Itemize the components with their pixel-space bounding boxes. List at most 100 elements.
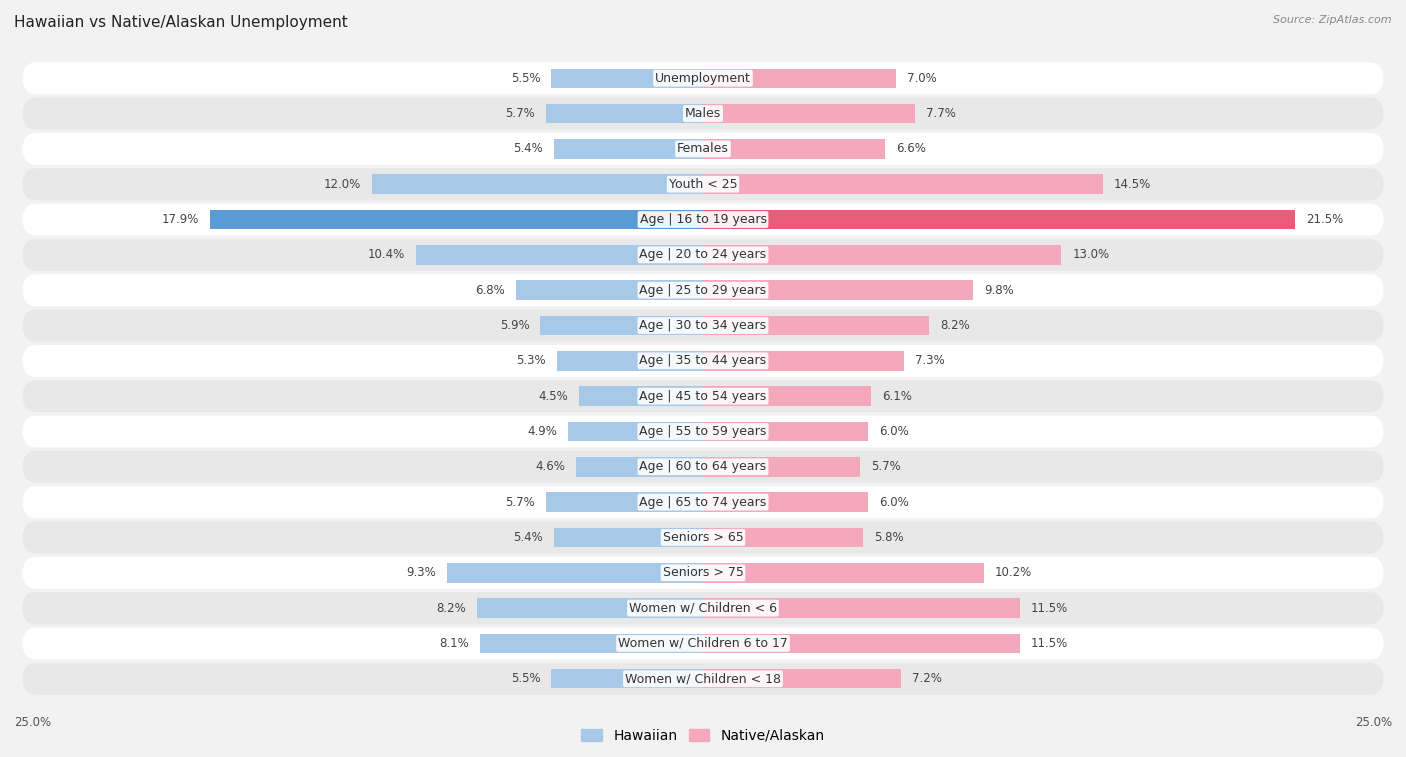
FancyBboxPatch shape: [22, 486, 1384, 518]
Text: 5.7%: 5.7%: [505, 496, 534, 509]
Bar: [703, 422, 869, 441]
Bar: [703, 669, 901, 689]
FancyBboxPatch shape: [22, 522, 1384, 553]
Text: Males: Males: [685, 107, 721, 120]
Text: 5.5%: 5.5%: [510, 72, 540, 85]
Text: Hawaiian vs Native/Alaskan Unemployment: Hawaiian vs Native/Alaskan Unemployment: [14, 15, 347, 30]
Text: 5.4%: 5.4%: [513, 531, 543, 544]
Text: 8.1%: 8.1%: [439, 637, 468, 650]
Text: 7.0%: 7.0%: [907, 72, 936, 85]
Text: 5.7%: 5.7%: [872, 460, 901, 473]
FancyBboxPatch shape: [22, 133, 1384, 165]
Text: 4.9%: 4.9%: [527, 425, 557, 438]
Text: Age | 20 to 24 years: Age | 20 to 24 years: [640, 248, 766, 261]
Bar: [703, 493, 869, 512]
Text: 7.3%: 7.3%: [915, 354, 945, 367]
Bar: [703, 563, 984, 583]
FancyBboxPatch shape: [22, 380, 1384, 412]
Text: Women w/ Children < 18: Women w/ Children < 18: [626, 672, 780, 685]
Text: Seniors > 65: Seniors > 65: [662, 531, 744, 544]
Bar: [579, 387, 703, 406]
Text: 9.8%: 9.8%: [984, 284, 1014, 297]
Bar: [703, 634, 1019, 653]
Text: Women w/ Children < 6: Women w/ Children < 6: [628, 602, 778, 615]
Bar: [557, 351, 703, 371]
FancyBboxPatch shape: [22, 557, 1384, 589]
Bar: [703, 281, 973, 300]
Text: 12.0%: 12.0%: [323, 178, 361, 191]
Bar: [703, 598, 1019, 618]
Text: Age | 55 to 59 years: Age | 55 to 59 years: [640, 425, 766, 438]
FancyBboxPatch shape: [22, 592, 1384, 624]
FancyBboxPatch shape: [22, 628, 1384, 659]
Bar: [703, 528, 863, 547]
Text: 6.1%: 6.1%: [882, 390, 912, 403]
Text: 5.7%: 5.7%: [505, 107, 534, 120]
Text: 11.5%: 11.5%: [1031, 602, 1069, 615]
Text: Unemployment: Unemployment: [655, 72, 751, 85]
Text: 7.2%: 7.2%: [912, 672, 942, 685]
FancyBboxPatch shape: [22, 62, 1384, 94]
Bar: [554, 528, 703, 547]
Text: Age | 25 to 29 years: Age | 25 to 29 years: [640, 284, 766, 297]
Text: 11.5%: 11.5%: [1031, 637, 1069, 650]
Text: 5.4%: 5.4%: [513, 142, 543, 155]
Bar: [551, 669, 703, 689]
Text: Age | 65 to 74 years: Age | 65 to 74 years: [640, 496, 766, 509]
Text: Age | 30 to 34 years: Age | 30 to 34 years: [640, 319, 766, 332]
Bar: [546, 493, 703, 512]
Text: 10.2%: 10.2%: [995, 566, 1032, 579]
Bar: [703, 69, 896, 88]
Text: Seniors > 75: Seniors > 75: [662, 566, 744, 579]
FancyBboxPatch shape: [22, 345, 1384, 377]
FancyBboxPatch shape: [22, 98, 1384, 129]
Text: 25.0%: 25.0%: [1355, 716, 1392, 730]
Text: 6.0%: 6.0%: [879, 496, 910, 509]
Text: 10.4%: 10.4%: [368, 248, 405, 261]
Bar: [447, 563, 703, 583]
Bar: [551, 69, 703, 88]
Text: Age | 45 to 54 years: Age | 45 to 54 years: [640, 390, 766, 403]
Text: 5.8%: 5.8%: [875, 531, 904, 544]
Text: Females: Females: [678, 142, 728, 155]
Bar: [209, 210, 703, 229]
Bar: [703, 351, 904, 371]
Text: 14.5%: 14.5%: [1114, 178, 1152, 191]
Bar: [703, 139, 884, 159]
Text: Source: ZipAtlas.com: Source: ZipAtlas.com: [1274, 15, 1392, 25]
Bar: [516, 281, 703, 300]
Bar: [703, 245, 1062, 265]
Bar: [576, 457, 703, 477]
Text: Youth < 25: Youth < 25: [669, 178, 737, 191]
FancyBboxPatch shape: [22, 168, 1384, 200]
Text: Age | 16 to 19 years: Age | 16 to 19 years: [640, 213, 766, 226]
Text: 6.6%: 6.6%: [896, 142, 925, 155]
Bar: [373, 175, 703, 194]
Bar: [703, 210, 1295, 229]
Bar: [703, 316, 929, 335]
Bar: [703, 175, 1102, 194]
FancyBboxPatch shape: [22, 451, 1384, 483]
Text: 8.2%: 8.2%: [941, 319, 970, 332]
FancyBboxPatch shape: [22, 416, 1384, 447]
Bar: [703, 387, 872, 406]
Text: 6.8%: 6.8%: [475, 284, 505, 297]
Text: 5.3%: 5.3%: [516, 354, 546, 367]
Bar: [554, 139, 703, 159]
FancyBboxPatch shape: [22, 274, 1384, 306]
FancyBboxPatch shape: [22, 310, 1384, 341]
Text: 5.9%: 5.9%: [499, 319, 530, 332]
Text: Women w/ Children 6 to 17: Women w/ Children 6 to 17: [619, 637, 787, 650]
Text: 8.2%: 8.2%: [436, 602, 465, 615]
Text: 6.0%: 6.0%: [879, 425, 910, 438]
Text: 4.6%: 4.6%: [536, 460, 565, 473]
FancyBboxPatch shape: [22, 204, 1384, 235]
Text: Age | 60 to 64 years: Age | 60 to 64 years: [640, 460, 766, 473]
Text: 13.0%: 13.0%: [1073, 248, 1109, 261]
Bar: [477, 598, 703, 618]
FancyBboxPatch shape: [22, 663, 1384, 695]
Bar: [703, 104, 915, 123]
Text: 9.3%: 9.3%: [406, 566, 436, 579]
FancyBboxPatch shape: [22, 239, 1384, 271]
Text: 25.0%: 25.0%: [14, 716, 51, 730]
